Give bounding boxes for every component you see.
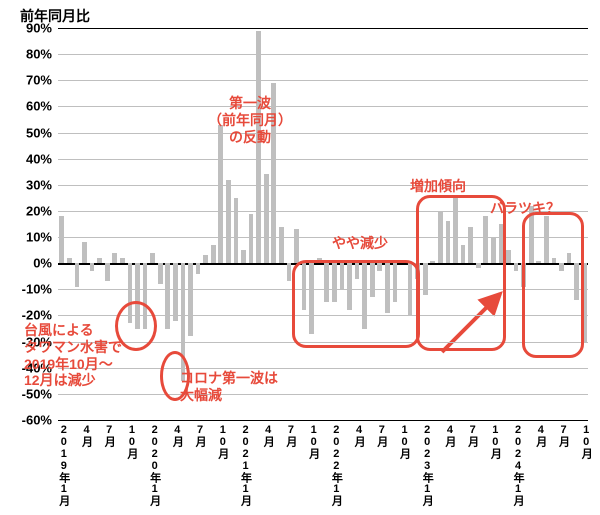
gridline — [58, 237, 588, 238]
gridline — [58, 368, 588, 369]
x-tick-label: 7月 — [101, 424, 117, 447]
x-tick-label: 10月 — [124, 424, 140, 459]
bar — [203, 255, 208, 263]
y-tick-label: 20% — [26, 203, 52, 218]
annotation-rect — [522, 212, 584, 358]
bar — [211, 245, 216, 263]
bar — [112, 253, 117, 263]
chart-container: 前年同月比 -60%-50%-40%-30%-20%-10%0%10%20%30… — [0, 0, 600, 515]
x-tick-label: 7月 — [374, 424, 390, 447]
annotation-rect — [292, 260, 420, 348]
bar — [506, 250, 511, 263]
bar — [234, 198, 239, 263]
annotation-ring — [160, 351, 190, 401]
x-tick-label: 2019年1月 — [56, 424, 72, 506]
y-tick-label: 60% — [26, 99, 52, 114]
bar — [120, 258, 125, 263]
x-tick-label: 4月 — [442, 424, 458, 447]
y-tick-label: 50% — [26, 125, 52, 140]
annotation-a5: 台風によるタワマン水害で2019年10月～12月は減少 — [24, 322, 122, 389]
x-tick-label: 10月 — [397, 424, 413, 459]
bar — [158, 263, 163, 284]
x-tick-label: 2021年1月 — [238, 424, 254, 506]
bar — [218, 125, 223, 264]
gridline — [58, 185, 588, 186]
bar — [90, 263, 95, 271]
bar — [173, 263, 178, 320]
bar — [279, 227, 284, 264]
gridline — [58, 394, 588, 395]
bar — [294, 229, 299, 263]
bar — [514, 263, 519, 271]
bar — [165, 263, 170, 328]
bar — [67, 258, 72, 263]
annotation-rect — [416, 195, 506, 351]
x-tick-label: 10月 — [215, 424, 231, 459]
annotation-a2: やや減少 — [332, 235, 388, 252]
x-tick-label: 4月 — [79, 424, 95, 447]
bar — [188, 263, 193, 336]
bar — [75, 263, 80, 287]
x-tick-label: 2020年1月 — [147, 424, 163, 506]
x-tick-label: 4月 — [351, 424, 367, 447]
x-tick-label: 2024年1月 — [510, 424, 526, 506]
y-tick-label: -60% — [22, 413, 52, 428]
annotation-ring — [115, 301, 157, 351]
y-tick-label: 70% — [26, 73, 52, 88]
x-tick-label: 10月 — [487, 424, 503, 459]
x-tick-label: 7月 — [283, 424, 299, 447]
y-tick-label: 10% — [26, 230, 52, 245]
bar — [82, 242, 87, 263]
gridline — [58, 80, 588, 81]
x-tick-label: 4月 — [533, 424, 549, 447]
y-tick-label: -10% — [22, 282, 52, 297]
x-tick-label: 4月 — [260, 424, 276, 447]
bar — [287, 263, 292, 281]
y-tick-label: 40% — [26, 151, 52, 166]
annotation-a1: 第一波（前年同月）の反動 — [208, 95, 292, 145]
gridline — [58, 133, 588, 134]
bar — [59, 216, 64, 263]
bar — [150, 253, 155, 263]
y-tick-label: 30% — [26, 177, 52, 192]
x-tick-label: 2022年1月 — [328, 424, 344, 506]
x-tick-label: 10月 — [306, 424, 322, 459]
x-tick-label: 7月 — [556, 424, 572, 447]
x-tick-label: 10月 — [578, 424, 594, 459]
gridline — [58, 106, 588, 107]
y-tick-label: 0% — [33, 256, 52, 271]
x-tick-label: 7月 — [465, 424, 481, 447]
gridline — [58, 159, 588, 160]
x-tick-label: 7月 — [192, 424, 208, 447]
bar — [105, 263, 110, 281]
y-tick-label: 90% — [26, 21, 52, 36]
annotation-a6: コロナ第一波は大幅減 — [180, 370, 278, 404]
bar — [97, 258, 102, 263]
y-tick-label: -20% — [22, 308, 52, 323]
gridline — [58, 54, 588, 55]
bar — [256, 31, 261, 264]
annotation-a3: 増加傾向 — [410, 178, 466, 195]
x-tick-label: 4月 — [169, 424, 185, 447]
bar — [226, 180, 231, 264]
bar — [264, 174, 269, 263]
bar — [249, 214, 254, 264]
bar — [196, 263, 201, 273]
x-tick-label: 2023年1月 — [419, 424, 435, 506]
y-tick-label: 80% — [26, 47, 52, 62]
bar — [241, 250, 246, 263]
